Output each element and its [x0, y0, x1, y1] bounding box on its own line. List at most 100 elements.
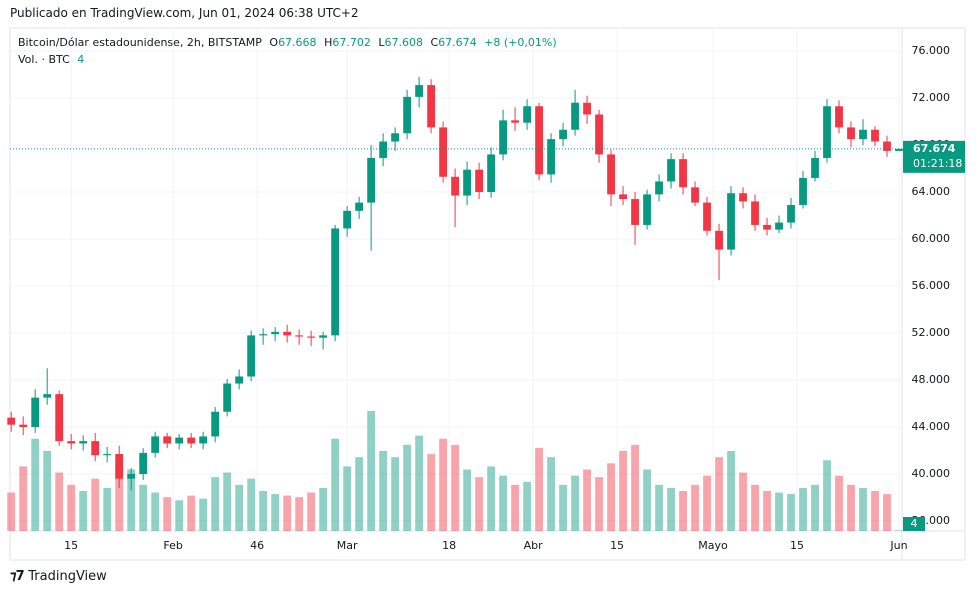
candle-body [355, 202, 364, 211]
volume-bar [655, 484, 663, 531]
volume-bar [847, 484, 855, 531]
candle-body [787, 204, 795, 223]
candle-body [871, 129, 879, 142]
volume-bar [259, 491, 268, 531]
y-tick-label: 60.000 [912, 232, 951, 245]
candle-body [403, 96, 412, 134]
candle-body [631, 199, 639, 225]
l-value: 67.608 [384, 36, 423, 49]
volume-bar [643, 469, 651, 531]
volume-bar [391, 457, 400, 531]
candle-body [187, 437, 196, 444]
candle-body [7, 417, 16, 425]
logo: ⁊7 [10, 569, 25, 584]
published-note: Publicado en TradingView.com, Jun 01, 20… [10, 6, 359, 20]
legend-row: Bitcoin/Dólar estadounidense, 2h, BITSTA… [18, 34, 557, 51]
volume-bar [715, 457, 723, 531]
volume-bar [739, 472, 747, 531]
y-tick-label: 52.000 [912, 326, 951, 339]
candle-body [667, 159, 675, 182]
volume-bar [55, 472, 64, 531]
volume-bar [139, 484, 148, 531]
volume-bar [115, 461, 124, 531]
y-tick-label: 56.000 [912, 279, 951, 292]
volume-tag-value: 4 [911, 517, 918, 530]
volume-bar [535, 447, 543, 531]
price-tag-price: 67.674 [913, 142, 956, 155]
volume-bar [499, 475, 507, 531]
candle-body [535, 106, 543, 175]
x-tick-label: 15 [610, 539, 624, 552]
volume-bar [187, 495, 196, 531]
volume-bar [175, 500, 184, 531]
candle-body [19, 424, 28, 428]
change: +8 (+0,01%) [484, 36, 557, 49]
volume-bar [367, 411, 376, 531]
candle-body [775, 222, 783, 230]
h-label: H [324, 36, 333, 49]
volume-bar [619, 451, 627, 531]
candle-body [751, 201, 759, 225]
candle-body [799, 177, 807, 205]
volume-bar [79, 491, 88, 531]
volume-bar [475, 477, 483, 531]
candle-body [703, 202, 711, 231]
volume-bar [871, 491, 879, 531]
c-value: 67.674 [438, 36, 477, 49]
volume-bar [487, 466, 495, 531]
volume-bar [775, 492, 783, 531]
volume-bar [787, 494, 795, 531]
y-tick-label: 64.000 [912, 185, 951, 198]
volume-bar [511, 484, 519, 531]
candle-body [91, 441, 100, 456]
volume-bar [211, 477, 220, 531]
x-tick-label: Mayo [698, 539, 728, 552]
volume-bar [403, 444, 412, 531]
o-label: O [269, 36, 279, 49]
y-tick-label: 48.000 [912, 373, 951, 386]
volume-bar [283, 495, 292, 531]
candle-body [643, 194, 651, 225]
candle-body [67, 441, 76, 444]
volume-bar [523, 481, 531, 531]
candle-body [343, 210, 352, 229]
volume-bar [763, 491, 771, 531]
volume-bar [331, 438, 340, 531]
candle-body [175, 437, 184, 444]
frame [9, 27, 966, 561]
volume-bar [667, 487, 675, 531]
candle-body [79, 441, 88, 444]
candle-body [655, 181, 663, 195]
candle-body [259, 334, 268, 336]
volume-bar [343, 466, 352, 531]
volume-bar [7, 492, 16, 531]
volume-bar [799, 487, 807, 531]
candle-body [103, 454, 112, 456]
brand: ⁊7 TradingView [10, 569, 107, 584]
volume-bar [31, 438, 40, 531]
candle-body [283, 331, 292, 336]
x-tick-label: 46 [250, 539, 264, 552]
volume-bar [727, 451, 735, 531]
candle-body [691, 187, 699, 203]
candle-body [295, 335, 304, 337]
y-tick-label: 76.000 [912, 44, 951, 57]
price-tag-countdown: 01:21:18 [913, 157, 962, 170]
volume-bar [151, 492, 160, 531]
candle-body [163, 436, 172, 444]
volume-bar [247, 478, 256, 531]
y-tick-label: 40.000 [912, 467, 951, 480]
candle-body [607, 154, 615, 195]
candle-body [763, 224, 771, 230]
volume-bar [103, 487, 112, 531]
volume-bar [751, 484, 759, 531]
volume-bar [43, 451, 52, 531]
candle-body [43, 394, 52, 398]
volume-bar [163, 497, 172, 531]
candle-body [223, 383, 232, 412]
candle-body [115, 454, 124, 479]
volume-bar [223, 472, 232, 531]
y-tick-label: 72.000 [912, 91, 951, 104]
candle-body [151, 436, 160, 453]
volume-bar [463, 469, 471, 531]
